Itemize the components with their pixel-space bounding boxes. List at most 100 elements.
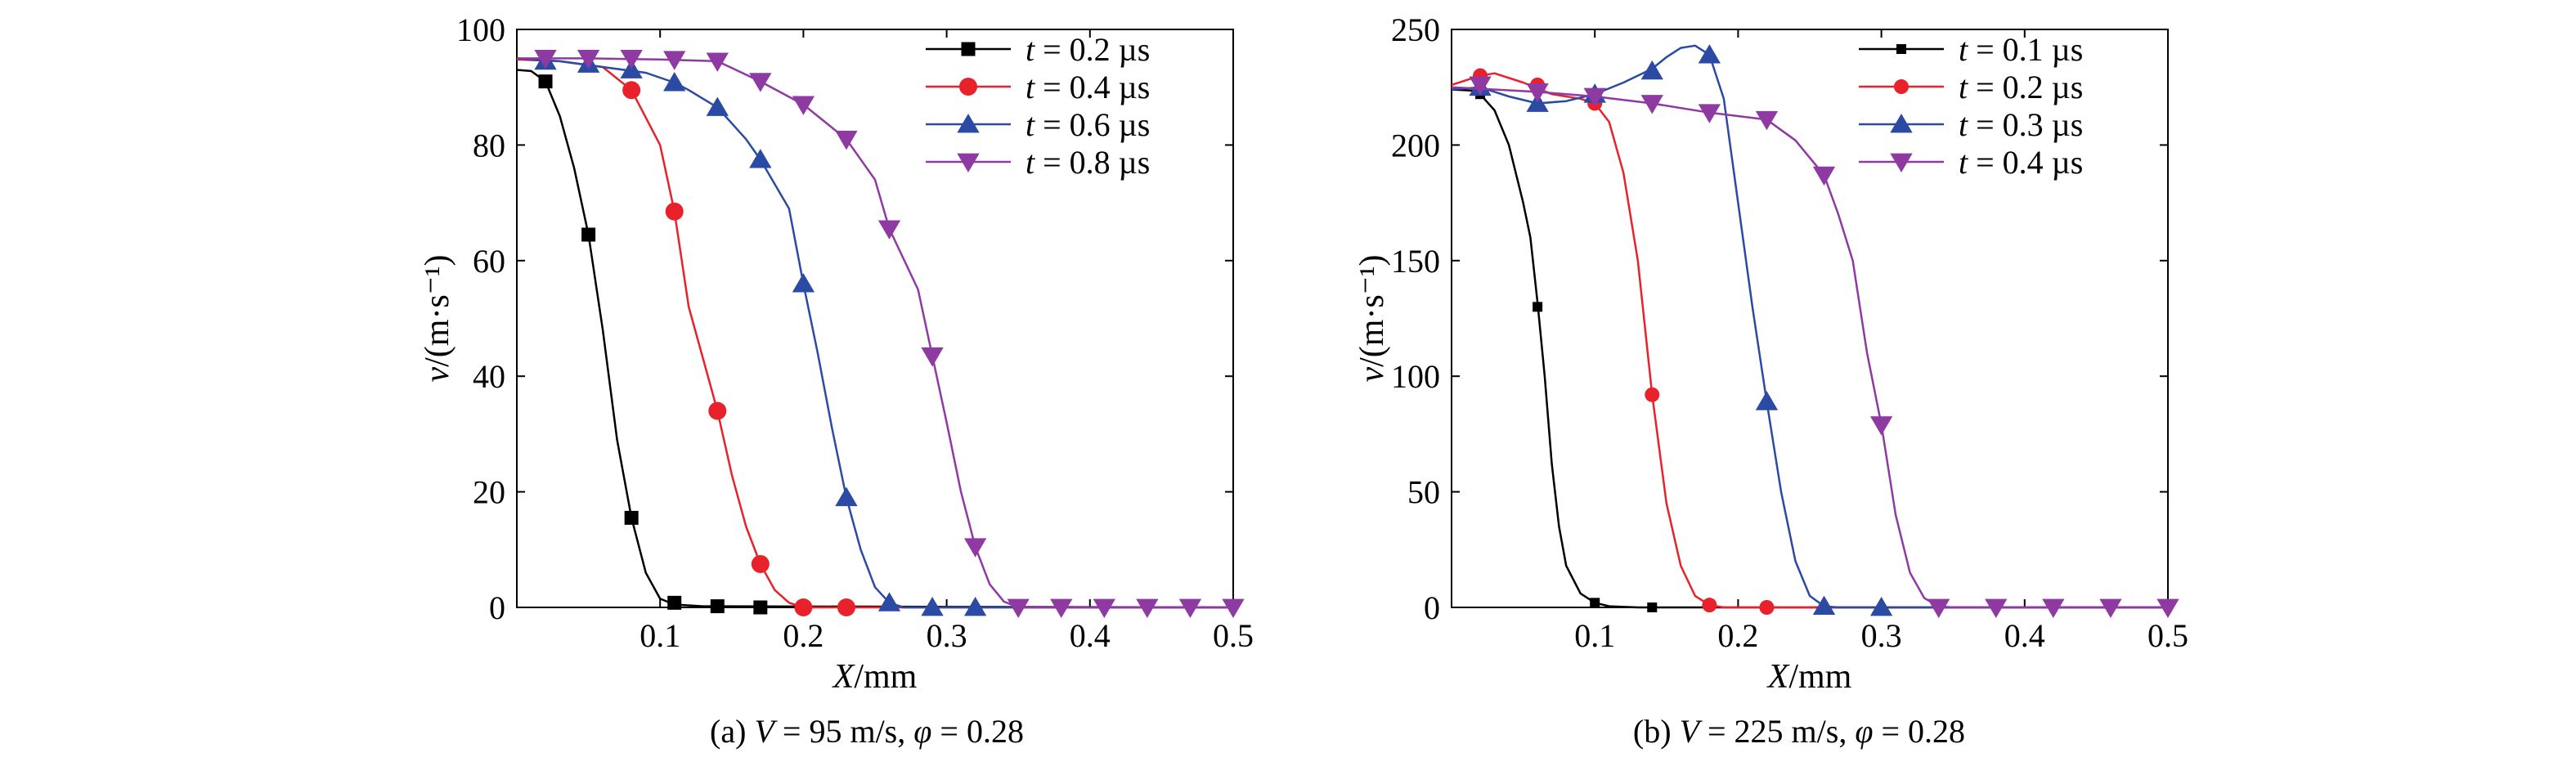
data-point <box>753 600 768 615</box>
data-point <box>921 597 944 616</box>
legend-label: t = 0.1 µs <box>1959 31 2083 68</box>
data-point <box>710 599 725 614</box>
series-line <box>517 57 1233 609</box>
data-point <box>1985 598 2008 618</box>
legend-marker <box>1890 114 1913 133</box>
data-point <box>538 74 553 89</box>
data-point <box>1136 598 1159 618</box>
legend-marker <box>959 78 977 96</box>
data-point <box>749 73 772 92</box>
legend-marker <box>957 153 980 172</box>
legend-label: t = 0.2 µs <box>1025 31 1150 68</box>
legend-label-var: t <box>1025 31 1035 68</box>
data-point <box>1093 598 1115 618</box>
panel-a: 0.1 0.2 0.3 0.4 0.5 0 20 40 60 80 100 X/mm v/(m·s⁻¹)… <box>419 11 1254 696</box>
data-point <box>1583 87 1606 108</box>
legend-label-var: t <box>1025 144 1035 181</box>
data-point <box>1869 597 1893 616</box>
data-point <box>1702 598 1717 613</box>
data-point <box>1533 302 1543 312</box>
legend-marker <box>957 114 980 133</box>
data-point <box>581 227 596 242</box>
data-point <box>1469 76 1492 96</box>
legend-label-var: t <box>1959 31 1968 68</box>
y-axis-label-var: v <box>1353 367 1391 383</box>
data-point <box>1755 391 1779 410</box>
legend-marker <box>1890 153 1913 172</box>
data-point <box>1050 598 1073 618</box>
data-point <box>665 202 684 221</box>
series-1 <box>516 58 1233 616</box>
x-axis-label: X/mm <box>1766 658 1852 696</box>
data-point <box>663 51 686 70</box>
data-point <box>622 81 641 100</box>
data-point <box>1645 387 1660 402</box>
series-0 <box>516 69 1234 615</box>
legend-label-value: = 0.6 µs <box>1034 106 1150 143</box>
data-point <box>1007 598 1030 618</box>
y-axis-label: v/(m·s⁻¹) <box>1353 254 1391 382</box>
series-line <box>516 57 1233 609</box>
legend-label-value: = 0.8 µs <box>1034 144 1150 181</box>
y-tick-label: 100 <box>1391 358 1440 395</box>
legend-label-var: t <box>1959 69 1968 105</box>
y-tick-label: 20 <box>473 474 505 511</box>
legend-label-var: t <box>1959 106 1968 143</box>
x-tick-label: 0.2 <box>1717 617 1758 654</box>
x-tick-label: 0.5 <box>1213 617 1254 654</box>
caption-b: (b) V = 225 m/s, φ = 0.28 <box>1633 713 1965 750</box>
y-tick-label: 100 <box>456 11 505 48</box>
data-point <box>921 347 944 367</box>
data-point <box>1640 95 1663 114</box>
series-3 <box>1451 76 2179 618</box>
data-point <box>1698 104 1721 123</box>
y-axis-label-unit: /(m·s⁻¹) <box>419 254 456 366</box>
y-tick-label: 250 <box>1391 11 1440 48</box>
data-point <box>706 52 729 72</box>
legend-label-var: t <box>1025 69 1035 105</box>
data-point <box>1759 600 1775 615</box>
x-axis-label-var: X <box>1766 658 1791 696</box>
legend-label: t = 0.6 µs <box>1025 106 1150 143</box>
legend-label-var: t <box>1959 144 1968 181</box>
legend-label-value: = 0.1 µs <box>1968 31 2083 68</box>
data-point <box>2156 598 2179 618</box>
legend-label-value: = 0.2 µs <box>1034 31 1150 68</box>
data-point <box>1178 598 1202 618</box>
data-point <box>1928 598 1950 618</box>
y-axis-label-var: v <box>419 367 456 383</box>
data-point <box>751 554 770 573</box>
legend-marker <box>1896 44 1906 54</box>
data-point <box>835 486 858 507</box>
data-point <box>792 273 815 293</box>
data-point <box>1812 595 1836 615</box>
data-point <box>749 149 772 168</box>
data-point <box>1812 166 1836 186</box>
y-tick-label: 200 <box>1391 127 1440 164</box>
caption-a: (a) V = 95 m/s, φ = 0.28 <box>710 713 1024 750</box>
legend-label-var: t <box>1025 106 1035 143</box>
legend-label-value: = 0.2 µs <box>1968 69 2083 105</box>
data-point <box>963 597 987 616</box>
data-point <box>835 130 858 150</box>
series-line <box>516 58 1233 609</box>
y-axis-label: v/(m·s⁻¹) <box>419 254 456 382</box>
x-tick-label: 0.2 <box>783 617 824 654</box>
x-tick-label: 0.3 <box>1861 617 1902 654</box>
legend-label-value: = 0.4 µs <box>1968 144 2083 181</box>
legend-label-value: = 0.3 µs <box>1968 106 2083 143</box>
data-point <box>1755 110 1779 131</box>
legend-label: t = 0.8 µs <box>1025 144 1150 181</box>
y-tick-label: 0 <box>489 589 505 626</box>
series-line <box>1451 86 2168 609</box>
x-axis-label-var: X <box>832 658 856 696</box>
x-tick-label: 0.1 <box>1574 617 1615 654</box>
data-point <box>2099 598 2122 618</box>
data-point <box>1640 60 1663 80</box>
x-tick-label: 0.3 <box>927 617 967 654</box>
data-point <box>577 49 600 69</box>
series-line <box>1451 72 2168 609</box>
legend-label-value: = 0.4 µs <box>1034 69 1150 105</box>
x-axis-label-unit: /mm <box>854 658 917 696</box>
